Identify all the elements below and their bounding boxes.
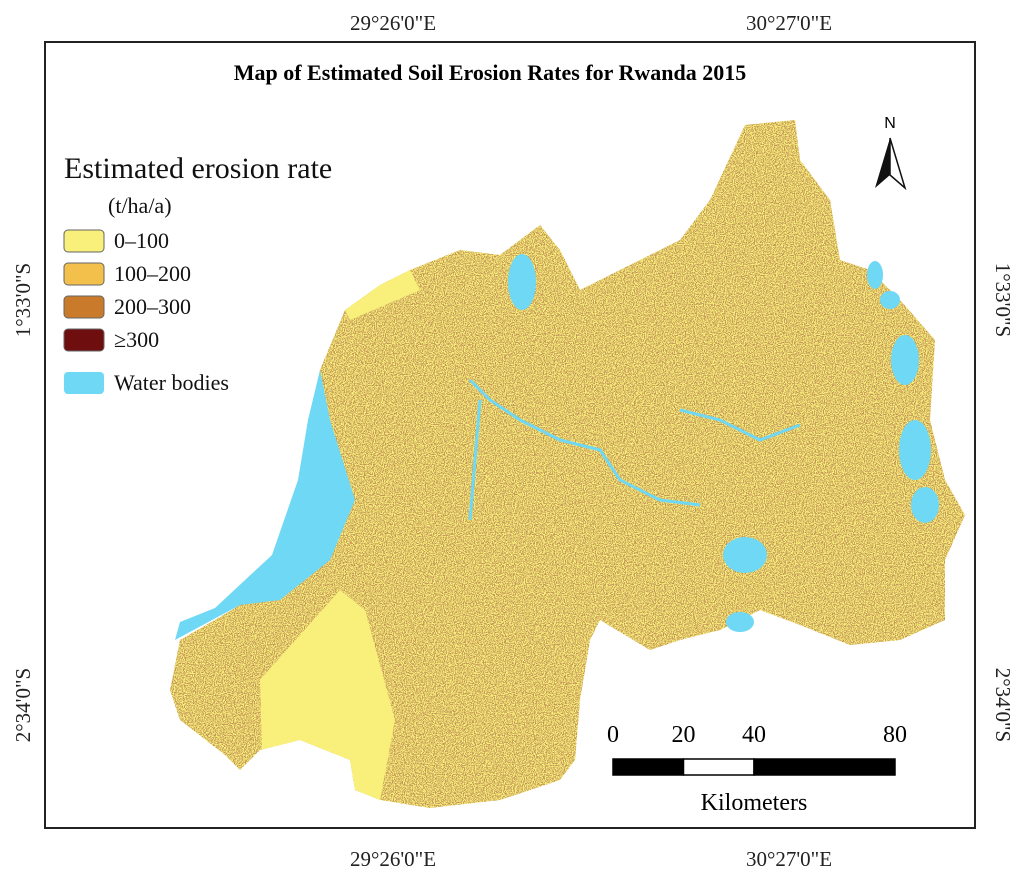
scale-bar: 0 20 40 80 Kilometers [607,722,907,816]
scale-tick-label: 80 [883,722,907,748]
legend-swatch [63,262,105,286]
scale-segment [612,758,685,776]
north-arrow: N [875,115,907,191]
lake [867,261,883,289]
rivers [468,378,801,521]
map-title: Map of Estimated Soil Erosion Rates for … [234,60,747,85]
left-coordinate: 1°33'0"S [11,263,35,337]
scale-tick-label: 40 [742,722,766,748]
scale-segment [682,758,755,776]
lake [911,487,939,523]
right-coordinate: 1°33'0"S [991,263,1015,337]
legend: 0–100 100–200 200–300 ≥300 Water bodies [63,228,229,395]
legend-label: 0–100 [114,228,169,253]
scale-tick-label: 20 [672,722,696,748]
legend-swatch [63,229,105,253]
bottom-coordinate: 30°27'0"E [746,847,832,871]
bottom-coordinate: 29°26'0"E [350,847,436,871]
legend-label: ≥300 [114,327,159,352]
water-bodies [175,254,939,640]
lake [899,420,931,480]
low-erosion-area [260,590,395,800]
legend-swatch [63,328,105,352]
left-coordinate: 2°34'0"S [11,668,35,742]
lake [726,612,754,632]
legend-label: 100–200 [114,261,191,286]
legend-swatch [64,372,104,394]
legend-label: Water bodies [114,370,229,395]
scale-tick-label: 0 [607,722,619,748]
scale-unit: Kilometers [701,790,808,816]
river [679,408,801,442]
lake [891,335,919,385]
top-coordinate: 29°26'0"E [350,11,436,35]
legend-label: 200–300 [114,294,191,319]
legend-swatch [63,295,105,319]
top-coordinate: 30°27'0"E [746,11,832,35]
low-erosion-area [345,270,420,320]
lake [880,291,900,309]
right-coordinate: 2°34'0"S [991,668,1015,742]
legend-title: Estimated erosion rate [64,152,332,185]
north-label: N [884,115,896,132]
river [468,399,482,521]
lake [508,254,536,310]
scale-segment [753,758,896,776]
lake-kivu [175,370,355,640]
lake [723,537,767,573]
arrow-right [889,137,907,191]
river [468,378,701,507]
coordinate-labels: 29°26'0"E 30°27'0"E 29°26'0"E 30°27'0"E 1°33… [11,11,1015,871]
legend-unit: (t/ha/a) [108,193,172,218]
arrow-left [875,138,890,188]
